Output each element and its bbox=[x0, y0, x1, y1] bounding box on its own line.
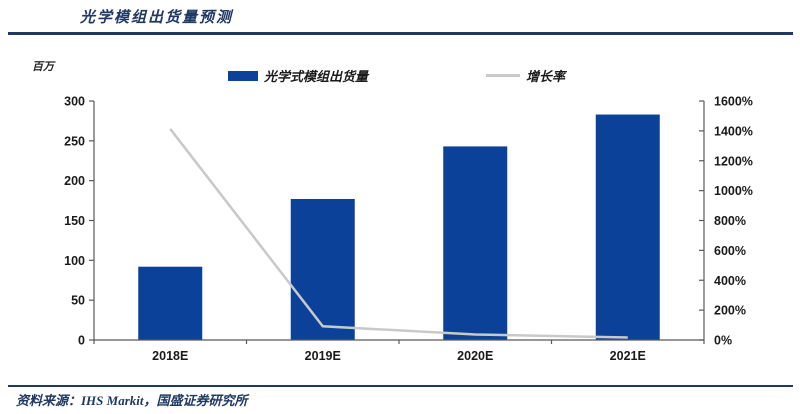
right-axis-tick-label: 1200% bbox=[714, 154, 753, 168]
bar-2020E bbox=[443, 146, 508, 340]
right-axis-tick-label: 1400% bbox=[714, 124, 753, 138]
right-axis-tick-label: 200% bbox=[714, 304, 746, 318]
right-axis-tick-label: 400% bbox=[714, 274, 746, 288]
bar-2021E bbox=[595, 114, 660, 340]
x-axis-label-2021E: 2021E bbox=[610, 349, 646, 363]
x-axis-label-2018E: 2018E bbox=[152, 349, 188, 363]
left-axis-unit-label: 百万 bbox=[32, 61, 54, 73]
right-axis-tick-label: 800% bbox=[714, 214, 746, 228]
legend-item-shipments: 光学式模组出货量 bbox=[228, 66, 368, 85]
growth-rate-line bbox=[169, 128, 628, 339]
right-axis-tick-label: 600% bbox=[714, 244, 746, 258]
x-axis-label-2020E: 2020E bbox=[457, 349, 493, 363]
left-axis-tick-label: 200 bbox=[64, 174, 85, 188]
left-axis-tick-label: 50 bbox=[71, 294, 85, 308]
data-source-note: 资料来源：IHS Markit，国盛证券研究所 bbox=[16, 393, 248, 408]
left-axis-tick-label: 300 bbox=[64, 95, 85, 109]
legend-item-growth-rate: 增长率 bbox=[486, 66, 565, 85]
bar-2018E bbox=[138, 266, 203, 340]
x-axis-label-2019E: 2019E bbox=[305, 349, 341, 363]
legend-label-shipments: 光学式模组出货量 bbox=[264, 69, 369, 84]
left-axis-tick-label: 0 bbox=[78, 334, 85, 348]
bar-2019E bbox=[290, 198, 355, 340]
legend-bar-swatch-icon bbox=[228, 70, 258, 81]
right-axis-tick-label: 1600% bbox=[714, 95, 753, 109]
right-axis-tick-label: 0% bbox=[714, 334, 732, 348]
page-title: 光学模组出货量预测 bbox=[80, 10, 234, 26]
right-axis-tick-label: 1000% bbox=[714, 184, 753, 198]
left-axis-tick-label: 100 bbox=[64, 254, 85, 268]
left-axis-tick-label: 150 bbox=[64, 214, 85, 228]
legend-label-growth-rate: 增长率 bbox=[526, 69, 566, 84]
footer-divider bbox=[8, 385, 793, 387]
legend-line-swatch-icon bbox=[486, 74, 520, 77]
left-axis-tick-label: 250 bbox=[64, 134, 85, 148]
title-divider bbox=[8, 32, 793, 35]
